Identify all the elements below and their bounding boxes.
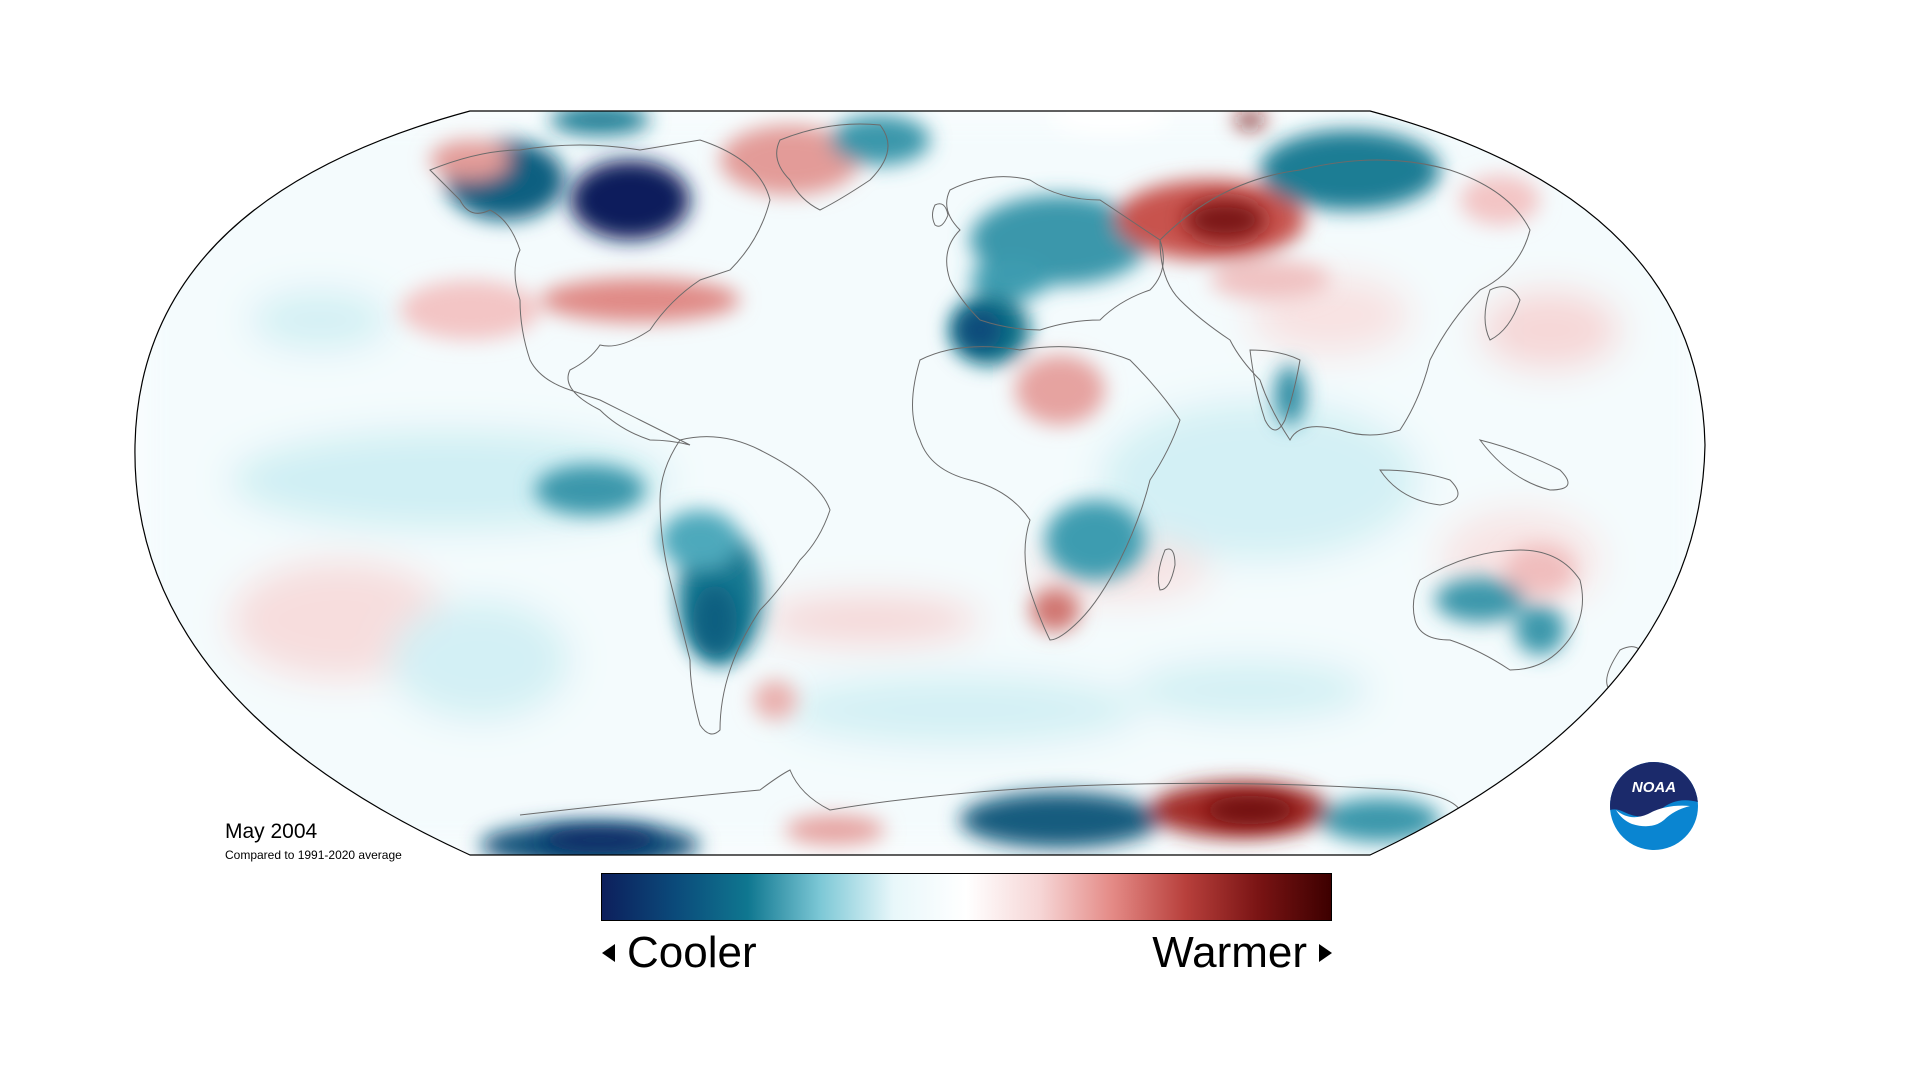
- map-date: May 2004: [225, 820, 318, 843]
- anomaly-colorbar: [601, 873, 1332, 921]
- map-baseline-note: Compared to 1991-2020 average: [225, 848, 402, 862]
- warmer-label: Warmer: [1152, 928, 1332, 978]
- map-outline: [134, 110, 1706, 856]
- coastlines: [429, 123, 1646, 816]
- noaa-logo-text: NOAA: [1632, 779, 1676, 796]
- right-arrow-icon: [1319, 944, 1332, 962]
- warmer-text: Warmer: [1152, 928, 1307, 977]
- cooler-text: Cooler: [627, 928, 757, 977]
- cooler-label: Cooler: [602, 928, 757, 978]
- noaa-logo: NOAA: [1610, 762, 1698, 850]
- left-arrow-icon: [602, 944, 615, 962]
